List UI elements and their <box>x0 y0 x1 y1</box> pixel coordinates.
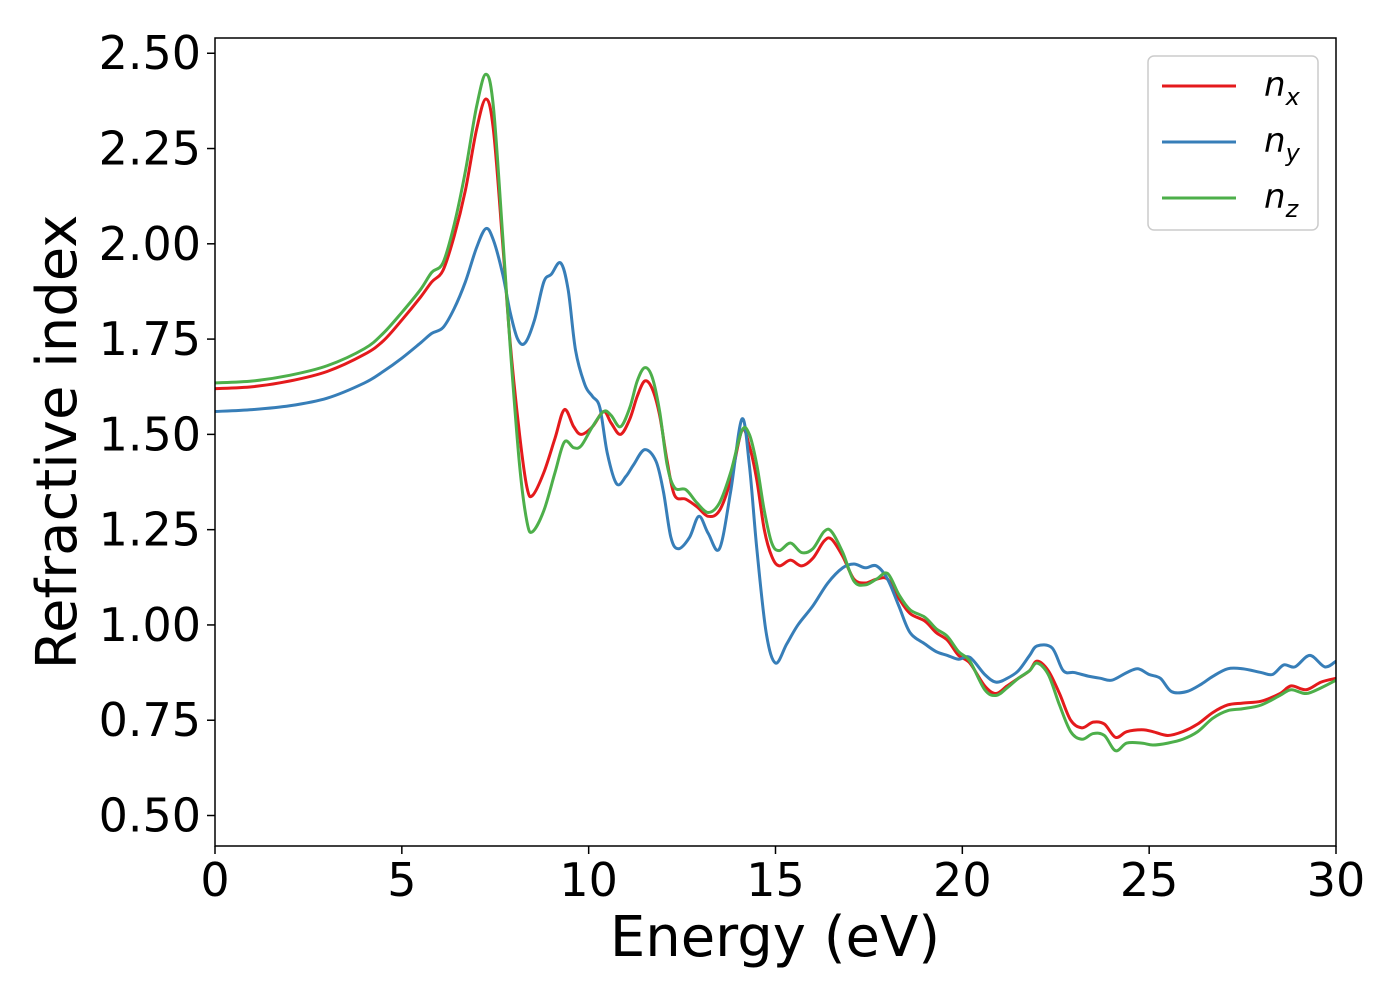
x-tick-label-4: 20 <box>933 853 992 907</box>
y-tick-label-5: 1.75 <box>99 312 201 366</box>
legend: nx ny nz <box>1147 55 1319 231</box>
y-tick-label-7: 2.25 <box>99 122 201 176</box>
y-tick-label-2: 1.00 <box>99 598 201 652</box>
y-axis: 0.50 0.75 1.00 1.25 1.50 1.75 2.00 2.25 2.50 <box>99 26 215 843</box>
y-tick-label-0: 0.50 <box>99 789 201 843</box>
x-tick-label-3: 15 <box>746 853 805 907</box>
legend-label-y: ny <box>1264 121 1301 167</box>
y-tick-label-1: 0.75 <box>99 693 201 747</box>
x-axis-title: Energy (eV) <box>610 905 940 970</box>
x-tick-label-2: 10 <box>559 853 618 907</box>
x-tick-label-1: 5 <box>387 853 416 907</box>
legend-label-x: nx <box>1264 65 1301 111</box>
y-tick-label-4: 1.50 <box>99 407 201 461</box>
y-tick-label-6: 2.00 <box>99 217 201 271</box>
y-tick-label-8: 2.50 <box>99 26 201 80</box>
x-tick-label-5: 25 <box>1120 853 1179 907</box>
x-tick-label-6: 30 <box>1307 853 1366 907</box>
x-axis: 0 5 10 15 20 25 30 <box>200 846 1365 907</box>
legend-label-z: nz <box>1264 177 1300 223</box>
series-line-n-z <box>215 72 1336 753</box>
y-axis-title: Refractive index <box>25 215 90 670</box>
x-tick-label-0: 0 <box>200 853 229 907</box>
y-tick-label-3: 1.25 <box>99 503 201 557</box>
series-group <box>215 72 1336 753</box>
